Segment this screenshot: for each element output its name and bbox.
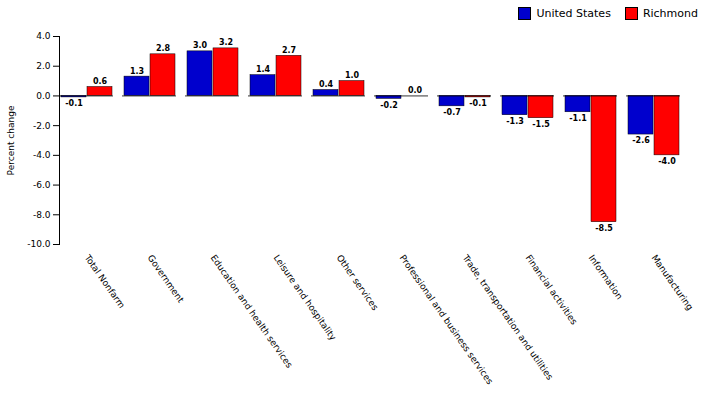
svg-text:-0.1: -0.1 — [469, 99, 487, 108]
svg-text:3.0: 3.0 — [193, 41, 208, 50]
svg-text:-8.0: -8.0 — [33, 210, 51, 220]
svg-text:Government: Government — [146, 253, 187, 305]
svg-text:-1.1: -1.1 — [569, 114, 587, 123]
svg-text:1.4: 1.4 — [256, 65, 271, 74]
svg-text:Manufacturing: Manufacturing — [650, 253, 696, 312]
html-text:United States: United States — [536, 6, 611, 20]
svg-text:1.3: 1.3 — [130, 67, 144, 76]
svg-text:3.2: 3.2 — [219, 38, 233, 47]
svg-text:2.8: 2.8 — [156, 44, 171, 53]
svg-text:-10.0: -10.0 — [27, 239, 51, 249]
svg-text:-1.3: -1.3 — [506, 117, 524, 126]
svg-text:2.7: 2.7 — [282, 46, 296, 55]
svg-text:-0.7: -0.7 — [443, 108, 461, 117]
svg-text:-4.0: -4.0 — [658, 157, 676, 166]
svg-text:Trade, transportation and util: Trade, transportation and utilities — [460, 252, 555, 382]
svg-text:1.0: 1.0 — [345, 71, 360, 80]
svg-text:-1.5: -1.5 — [532, 120, 550, 129]
svg-text:-4.0: -4.0 — [33, 150, 51, 160]
svg-text:2.0: 2.0 — [36, 61, 51, 71]
svg-text:0.6: 0.6 — [93, 77, 108, 86]
svg-text:Education and health services: Education and health services — [208, 252, 295, 370]
svg-text:Financial activities: Financial activities — [524, 253, 580, 327]
svg-text:-6.0: -6.0 — [33, 180, 51, 190]
svg-text:-2.6: -2.6 — [632, 136, 650, 145]
html-text:Richmond: Richmond — [642, 6, 698, 20]
svg-text:Professional and business serv: Professional and business services — [397, 252, 495, 387]
svg-text:Total Nonfarm: Total Nonfarm — [82, 252, 127, 310]
svg-text:Information: Information — [587, 253, 625, 301]
svg-text:-0.1: -0.1 — [65, 99, 83, 108]
svg-text:4.0: 4.0 — [36, 31, 51, 41]
svg-text:0.0: 0.0 — [408, 86, 423, 95]
svg-text:0.0: 0.0 — [36, 91, 51, 101]
svg-text:0.4: 0.4 — [319, 80, 334, 89]
svg-text:Percent change: Percent change — [6, 105, 16, 175]
svg-text:-2.0: -2.0 — [33, 121, 51, 131]
svg-text:-8.5: -8.5 — [595, 224, 613, 233]
svg-text:-0.2: -0.2 — [380, 101, 398, 110]
svg-text:Leisure and hospitality: Leisure and hospitality — [272, 253, 339, 343]
svg-text:Other services: Other services — [335, 253, 381, 313]
